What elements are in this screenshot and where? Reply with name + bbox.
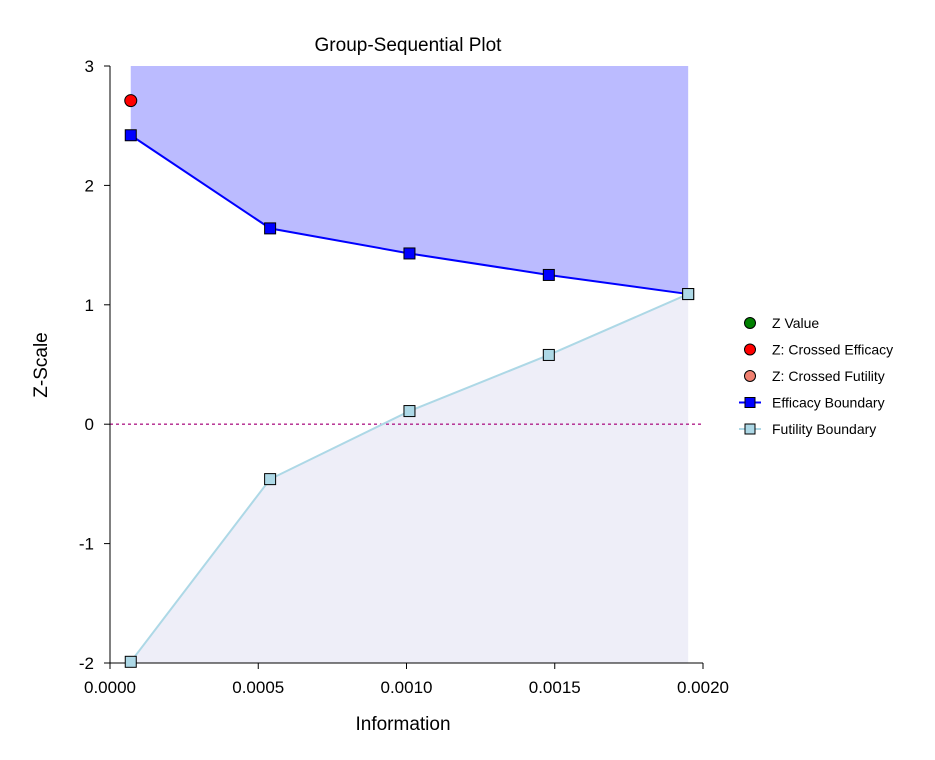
efficacy-boundary-point [403,247,416,260]
legend-label-efficacy-boundary: Efficacy Boundary [772,395,885,411]
efficacy-boundary-point [264,222,277,235]
futility-region [130,294,689,663]
regions-layer [130,66,689,663]
futility-boundary-point [403,405,416,418]
legend-marker-swatch [744,423,756,435]
x-axis-title: Information [355,714,450,735]
x-tick-label: 0.0010 [381,678,433,697]
efficacy-boundary-point [542,268,555,281]
futility-boundary-point [542,348,555,361]
x-tick-label: 0.0000 [84,678,136,697]
y-tick-label: -1 [79,535,94,554]
legend-marker-swatch [744,397,756,408]
x-tick-label: 0.0020 [677,678,729,697]
legend-label-z-crossed-efficacy: Z: Crossed Efficacy [772,342,893,358]
legend-item: Z: Crossed Efficacy [744,342,893,358]
legend: Z Value Z: Crossed Efficacy Z: Crossed Fut… [739,315,893,437]
series-marks-layer [124,94,695,668]
y-tick-label: -2 [79,654,94,673]
y-tick-label: 3 [85,57,94,76]
y-tick-label: 0 [85,415,94,434]
z-crossed-efficacy-point [124,94,138,108]
legend-item: Efficacy Boundary [739,395,885,411]
legend-label-z-value: Z Value [772,315,819,331]
legend-item: Futility Boundary [739,421,876,437]
legend-marker-swatch [744,317,756,329]
legend-marker-swatch [744,370,756,382]
efficacy-boundary-point [124,129,137,142]
x-tick-label: 0.0015 [529,678,581,697]
futility-boundary-point [682,288,695,301]
legend-item: Z: Crossed Futility [744,368,885,384]
legend-label-z-crossed-futility: Z: Crossed Futility [772,368,885,384]
chart-title: Group-Sequential Plot [315,35,503,56]
x-tick-label: 0.0005 [232,678,284,697]
legend-marker-swatch [744,343,756,356]
y-axis-title: Z-Scale [31,332,52,397]
y-tick-label: 2 [85,176,94,195]
legend-item: Z Value [744,315,819,331]
futility-boundary-point [264,473,277,486]
efficacy-region [130,66,689,295]
futility-boundary-point [124,655,137,668]
y-tick-label: 1 [85,296,94,315]
axes-layer: 0.0000 0.0005 0.0010 0.0015 0.0020 -2 -1 0 1 2 3 [79,57,729,697]
legend-label-futility-boundary: Futility Boundary [772,421,876,437]
